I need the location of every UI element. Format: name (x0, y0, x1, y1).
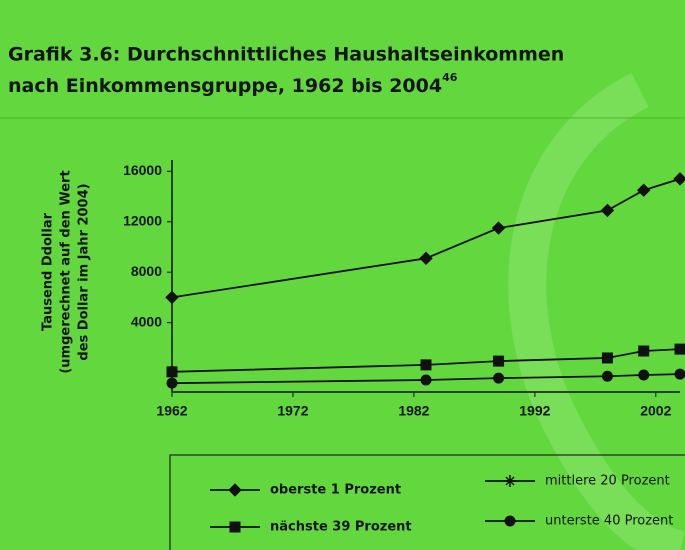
y-tick-label: 4000 (131, 313, 162, 329)
marker (602, 353, 612, 363)
marker (230, 522, 240, 532)
marker (639, 370, 649, 380)
marker (167, 378, 177, 388)
y-label-line: (umgerechnet auf den Wert (59, 170, 74, 373)
legend-label: oberste 1 Prozent (270, 483, 401, 498)
marker (421, 375, 431, 385)
title-text: nach Einkommensgruppe, 1962 bis 2004 (8, 75, 442, 97)
page: Grafik 3.6: Durchschnittliches Haushalts… (0, 0, 685, 550)
y-label-line: Tausend Ddollar (41, 212, 56, 331)
marker (639, 346, 649, 356)
x-tick-label: 1972 (277, 403, 308, 419)
y-tick-label: 8000 (131, 263, 162, 279)
marker (167, 367, 177, 377)
y-label-line: des Dollar im Jahr 2004) (77, 183, 92, 360)
legend-label: unterste 40 Prozent (545, 514, 673, 529)
footnote: 46 (442, 71, 458, 84)
marker (675, 344, 685, 354)
y-tick-label: 12000 (123, 212, 162, 228)
x-tick-label: 1962 (156, 403, 187, 419)
legend-label: nächste 39 Prozent (270, 520, 412, 535)
marker (494, 373, 504, 383)
x-tick-label: 2002 (640, 403, 671, 419)
marker (602, 371, 612, 381)
legend-label: mittlere 20 Prozent (545, 474, 670, 489)
title-line: nach Einkommensgruppe, 1962 bis 200446 (8, 71, 458, 97)
x-tick-label: 1992 (519, 403, 550, 419)
title-line: Grafik 3.6: Durchschnittliches Haushalts… (8, 44, 564, 66)
marker (494, 356, 504, 366)
marker (421, 360, 431, 370)
x-tick-label: 1982 (398, 403, 429, 419)
y-tick-label: 16000 (123, 162, 162, 178)
marker (505, 516, 515, 526)
marker (675, 369, 685, 379)
